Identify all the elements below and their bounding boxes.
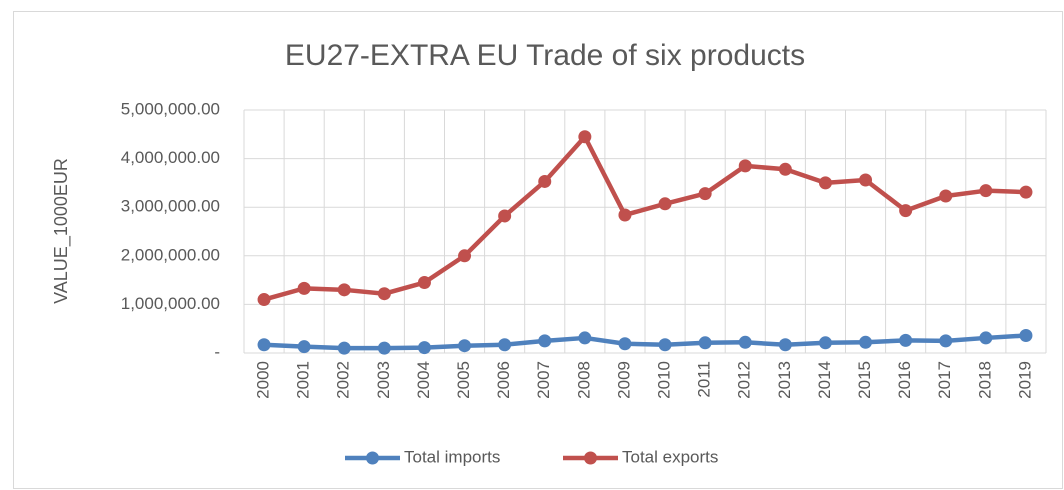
data-point (498, 338, 512, 352)
data-point (377, 287, 391, 301)
data-point (297, 281, 311, 295)
x-tick-label: 2000 (254, 361, 273, 399)
legend-label: Total exports (622, 447, 718, 466)
data-point (417, 276, 431, 290)
data-point (538, 174, 552, 188)
data-point (417, 341, 431, 355)
data-point (337, 283, 351, 297)
data-point (658, 197, 672, 211)
x-tick-label: 2005 (454, 361, 473, 399)
data-point (257, 293, 271, 307)
y-tick-label: 2,000,000.00 (121, 245, 220, 264)
data-point (859, 335, 873, 349)
data-point (498, 209, 512, 223)
data-point (939, 189, 953, 203)
x-tick-label: 2006 (494, 361, 513, 399)
y-tick-label: 1,000,000.00 (121, 294, 220, 313)
chart-title: EU27-EXTRA EU Trade of six products (285, 39, 805, 72)
data-point (738, 159, 752, 173)
data-point (1019, 329, 1033, 343)
x-tick-label: 2001 (294, 361, 313, 399)
data-point (297, 340, 311, 354)
data-point (859, 173, 873, 187)
data-point (778, 162, 792, 176)
y-tick-label: 4,000,000.00 (121, 148, 220, 167)
legend-marker (584, 451, 597, 465)
data-point (377, 341, 391, 355)
x-tick-label: 2017 (935, 361, 954, 399)
x-tick-label: 2011 (695, 361, 714, 398)
x-tick-label: 2015 (855, 361, 874, 399)
data-point (979, 184, 993, 198)
x-tick-label: 2016 (895, 361, 914, 399)
x-tick-label: 2018 (975, 361, 994, 399)
data-point (538, 334, 552, 348)
legend-label: Total imports (404, 447, 500, 466)
x-tick-label: 2007 (534, 361, 553, 399)
data-point (578, 130, 592, 144)
data-point (899, 204, 913, 218)
y-tick-label: 5,000,000.00 (121, 99, 220, 118)
data-point (778, 338, 792, 352)
data-point (618, 337, 632, 351)
y-tick-label: 3,000,000.00 (121, 197, 220, 216)
data-point (899, 333, 913, 347)
y-axis-label: VALUE_1000EUR (51, 158, 72, 304)
x-tick-label: 2014 (815, 361, 834, 399)
data-point (458, 339, 472, 353)
x-tick-label: 2013 (775, 361, 794, 399)
x-tick-label: 2010 (655, 361, 674, 399)
y-tick-label: - (214, 342, 220, 361)
x-tick-label: 2012 (735, 361, 754, 399)
data-point (257, 338, 271, 352)
data-point (939, 334, 953, 348)
x-tick-label: 2008 (574, 361, 593, 399)
x-tick-label: 2004 (414, 361, 433, 399)
x-tick-label: 2002 (334, 361, 353, 399)
data-point (818, 176, 832, 190)
data-point (1019, 185, 1033, 199)
x-tick-label: 2019 (1015, 361, 1034, 399)
data-point (458, 249, 472, 263)
data-point (698, 336, 712, 350)
series-line (263, 134, 1027, 302)
data-point (658, 338, 672, 352)
series-line (263, 333, 1027, 351)
x-tick-label: 2003 (374, 361, 393, 399)
x-tick-label: 2009 (614, 361, 633, 399)
data-point (578, 331, 592, 345)
data-point (618, 208, 632, 222)
data-point (337, 341, 351, 355)
chart-border (13, 11, 1063, 489)
data-point (979, 331, 993, 345)
data-point (698, 187, 712, 201)
legend-marker (366, 451, 379, 465)
data-point (738, 335, 752, 349)
data-point (818, 336, 832, 350)
